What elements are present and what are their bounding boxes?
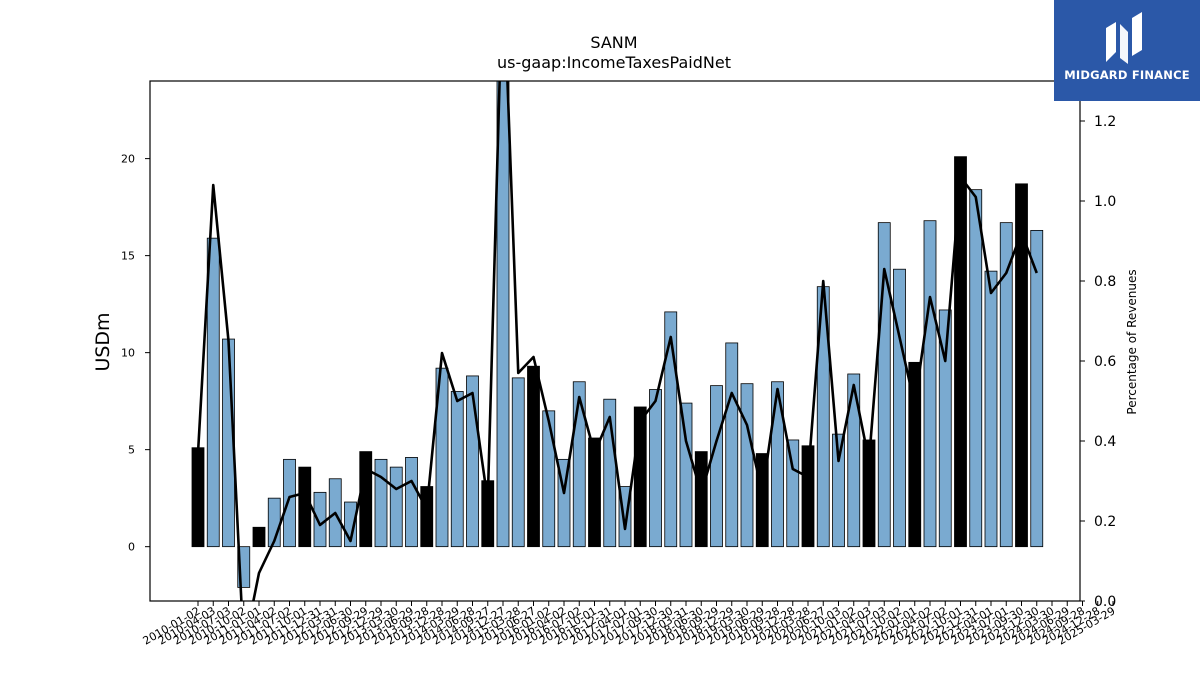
bar-0	[191, 447, 205, 548]
bar-44	[862, 439, 876, 548]
bars-group	[191, 81, 1044, 588]
percentage-line	[196, 81, 1038, 601]
y2-tick-label: 0.2	[1094, 514, 1116, 530]
y2-tick-label: 0.4	[1094, 434, 1116, 450]
bar-48	[923, 220, 937, 548]
logo-mark-icon	[1106, 12, 1142, 64]
bar-7	[298, 466, 312, 548]
bar-1	[206, 237, 220, 548]
bar-52	[984, 270, 998, 548]
bar-22	[527, 365, 540, 548]
y-tick-label: 20	[121, 153, 135, 166]
plot-frame	[149, 80, 1081, 602]
bar-13	[389, 466, 403, 548]
midgard-finance-logo: MIDGARD FINANCE	[1054, 0, 1200, 101]
bar-49	[938, 309, 952, 548]
y-axis-label: USDm	[92, 312, 114, 371]
line-group	[196, 81, 1038, 601]
bar-23	[542, 410, 556, 548]
bar-30	[649, 389, 662, 548]
bar-31	[664, 311, 678, 548]
y-axis-ticks: 0 5 10 15 20	[121, 153, 150, 554]
bar-20	[496, 81, 510, 548]
bar-15	[420, 486, 434, 548]
bar-35	[725, 342, 739, 548]
bar-38	[771, 381, 784, 548]
bar-33	[694, 451, 708, 548]
bar-51	[969, 189, 983, 548]
bar-14	[405, 457, 418, 548]
bar-8	[313, 491, 327, 548]
bar-42	[832, 433, 845, 548]
bar-32	[679, 402, 693, 548]
bar-54	[1015, 183, 1028, 548]
bar-46	[893, 268, 906, 548]
bar-43	[847, 373, 861, 548]
bar-25	[572, 381, 586, 548]
bar-21	[511, 377, 525, 548]
bar-55	[1030, 229, 1044, 548]
bar-16	[435, 367, 449, 548]
y2-tick-label: 1.0	[1094, 194, 1116, 210]
bar-6	[283, 458, 296, 548]
chart-subtitle: us-gaap:IncomeTaxesPaidNet	[497, 53, 731, 72]
bar-11	[359, 451, 373, 548]
bar-40	[801, 445, 815, 548]
x-axis-ticks: 2010-01-022010-04-032010-07-032010-10-02…	[141, 601, 1118, 648]
bar-26	[588, 437, 601, 548]
y-tick-label: 10	[121, 347, 135, 360]
y2-axis-label: Percentage of Revenues	[1125, 269, 1139, 414]
y2-tick-label: 0.8	[1094, 274, 1116, 290]
bar-53	[999, 222, 1013, 548]
y-tick-label: 0	[128, 541, 135, 554]
y2-tick-label: 1.2	[1094, 114, 1116, 130]
y2-tick-label: 0.0	[1094, 594, 1116, 610]
bar-4	[252, 526, 266, 548]
bar-17	[450, 391, 464, 548]
y2-tick-label: 0.6	[1094, 354, 1116, 370]
bar-34	[710, 385, 723, 548]
chart-title: SANM	[590, 33, 637, 52]
y2-axis-ticks: 0.0 0.2 0.4 0.6 0.8 1.0 1.2	[1080, 114, 1116, 610]
bar-47	[908, 361, 922, 548]
bar-50	[954, 156, 967, 548]
bar-36	[740, 383, 754, 548]
bar-12	[374, 458, 388, 548]
bar-39	[786, 439, 800, 548]
y-tick-label: 5	[128, 444, 135, 457]
y-tick-label: 15	[121, 250, 135, 263]
logo-text: MIDGARD FINANCE	[1064, 68, 1190, 82]
